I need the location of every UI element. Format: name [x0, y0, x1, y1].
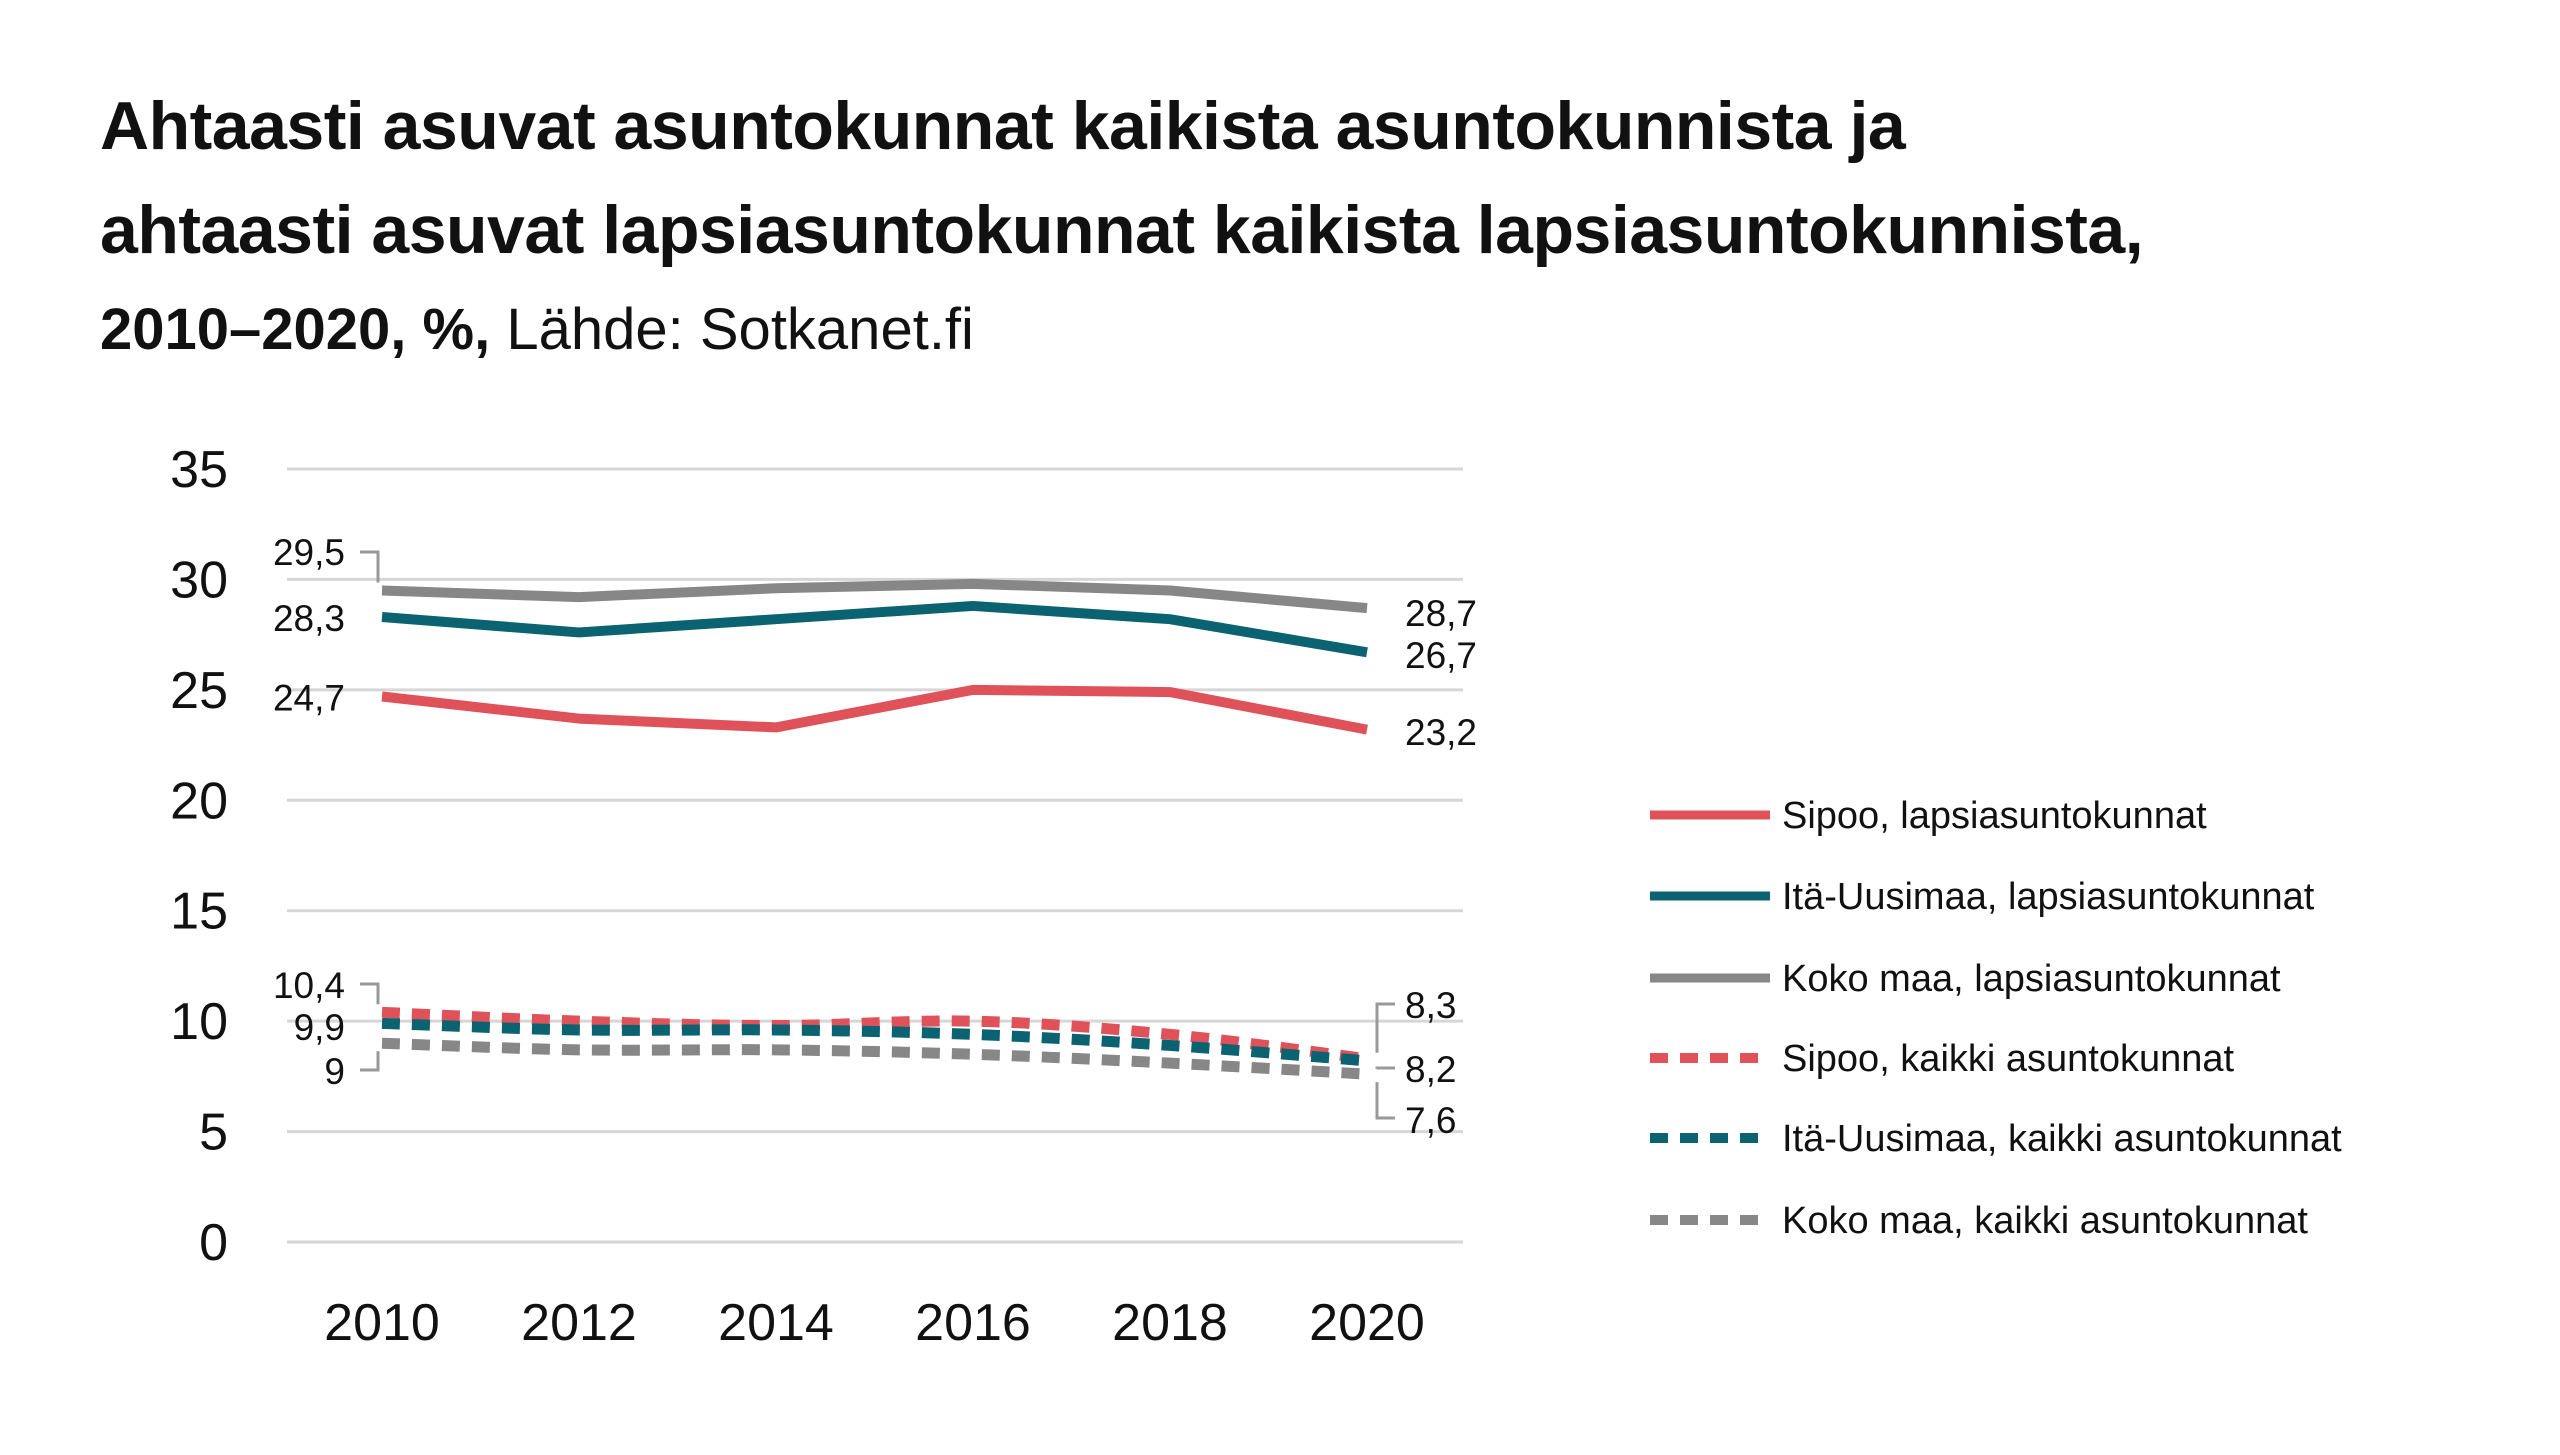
legend-label: Itä-Uusimaa, lapsiasuntokunnat — [1782, 876, 2315, 918]
series-line-5 — [381, 1037, 1368, 1080]
label-connector — [360, 550, 380, 583]
x-tick-label: 2016 — [915, 1294, 1031, 1352]
end-value-label: 28,7 — [1405, 593, 1477, 634]
label-connector — [360, 982, 380, 1005]
label-connector — [360, 1051, 380, 1072]
end-value-label: 26,7 — [1405, 635, 1477, 676]
chart-title-line-1: Ahtaasti asuvat asuntokunnat kaikista as… — [100, 88, 1906, 164]
start-value-label: 29,5 — [273, 532, 345, 573]
y-tick-label: 25 — [170, 662, 228, 720]
chart-title-line-2: ahtaasti asuvat lapsiasuntokunnat kaikis… — [100, 192, 2144, 268]
x-tick-label: 2020 — [1309, 1294, 1425, 1352]
y-tick-label: 35 — [170, 441, 228, 499]
series-line-0 — [381, 684, 1368, 735]
y-tick-label: 5 — [199, 1104, 228, 1162]
x-tick-label: 2010 — [324, 1294, 440, 1352]
y-tick-label: 10 — [170, 993, 228, 1051]
end-value-label: 8,2 — [1405, 1049, 1456, 1090]
y-tick-label: 20 — [170, 772, 228, 830]
legend-label: Sipoo, lapsiasuntokunnat — [1782, 795, 2207, 837]
start-value-label: 9,9 — [294, 1007, 345, 1048]
label-connector — [1375, 1066, 1395, 1070]
series-line-2 — [381, 578, 1368, 614]
start-value-label: 10,4 — [273, 965, 345, 1006]
y-tick-label: 15 — [170, 883, 228, 941]
legend-label: Itä-Uusimaa, kaikki asuntokunnat — [1782, 1118, 2342, 1160]
legend-label: Sipoo, kaikki asuntokunnat — [1782, 1038, 2235, 1080]
label-connector — [1375, 1082, 1395, 1120]
chart-subtitle: 2010–2020, %, Lähde: Sotkanet.fi — [100, 296, 974, 363]
x-tick-label: 2014 — [718, 1294, 834, 1352]
legend-label: Koko maa, lapsiasuntokunnat — [1782, 958, 2281, 1000]
end-value-label: 7,6 — [1405, 1100, 1456, 1141]
series-line-3 — [381, 1006, 1368, 1065]
y-tick-label: 0 — [199, 1214, 228, 1272]
subtitle-source: Lähde: Sotkanet.fi — [506, 297, 974, 362]
series-line-4 — [381, 1017, 1368, 1067]
start-value-label: 24,7 — [273, 677, 345, 718]
legend-label: Koko maa, kaikki asuntokunnat — [1782, 1200, 2308, 1242]
subtitle-period: 2010–2020, %, — [100, 297, 491, 362]
y-tick-label: 30 — [170, 551, 228, 609]
start-value-label: 9 — [324, 1051, 345, 1092]
series-line-1 — [381, 600, 1368, 658]
x-tick-label: 2018 — [1112, 1294, 1228, 1352]
label-connector — [1375, 1002, 1395, 1053]
start-value-label: 28,3 — [273, 598, 345, 639]
x-tick-label: 2012 — [521, 1294, 637, 1352]
end-value-label: 8,3 — [1405, 985, 1456, 1026]
end-value-label: 23,2 — [1405, 712, 1477, 753]
